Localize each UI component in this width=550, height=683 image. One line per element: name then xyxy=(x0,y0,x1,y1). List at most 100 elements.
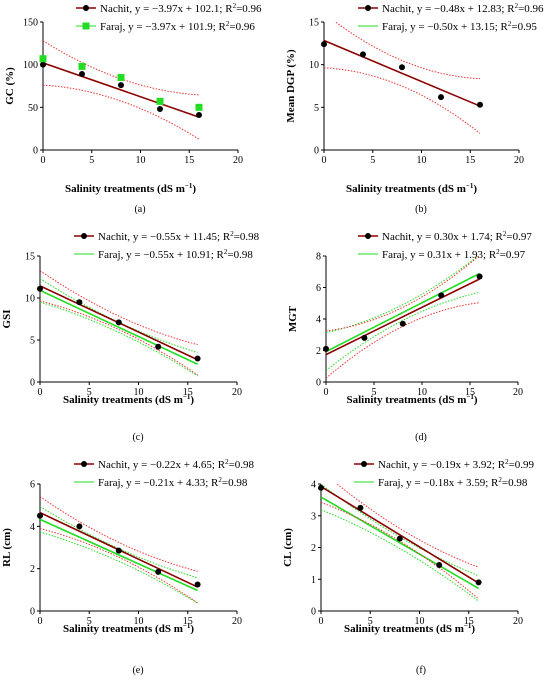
confidence-band-lower xyxy=(321,509,479,602)
panel-label: (b) xyxy=(415,204,427,215)
legend-label: Nachit, y = −0.55x + 11.45; R2=0.98 xyxy=(98,230,260,243)
x-tick-label: 10 xyxy=(136,155,146,166)
data-point xyxy=(76,523,83,530)
data-point xyxy=(115,319,122,326)
x-tick-label: 20 xyxy=(232,616,242,627)
data-point xyxy=(194,355,201,362)
x-tick-label: 15 xyxy=(183,616,193,627)
x-axis-title: Salinity treatments (dS m−1) xyxy=(346,393,477,406)
y-tick-label: 4 xyxy=(30,522,35,533)
legend-marker xyxy=(365,5,371,11)
y-tick-label: 5 xyxy=(30,336,35,347)
data-point xyxy=(323,345,329,352)
y-tick-label: 15 xyxy=(25,252,35,263)
regression-line xyxy=(326,278,480,356)
data-point xyxy=(475,579,482,586)
confidence-band-lower xyxy=(43,84,200,140)
data-point xyxy=(79,71,85,78)
data-point xyxy=(76,299,83,306)
regression-line xyxy=(324,39,481,107)
regression-line xyxy=(321,496,480,590)
x-tick-label: 0 xyxy=(322,155,327,166)
y-tick-label: 2 xyxy=(316,346,321,357)
x-tick-label: 0 xyxy=(41,155,46,166)
data-point xyxy=(399,64,405,71)
confidence-band-upper xyxy=(40,506,198,579)
x-tick-label: 10 xyxy=(415,616,425,627)
x-tick-label: 15 xyxy=(465,387,475,398)
regression-line xyxy=(321,485,480,584)
data-point xyxy=(321,41,327,48)
panel-label: (c) xyxy=(132,432,143,443)
confidence-band-lower xyxy=(40,301,198,377)
x-tick-label: 10 xyxy=(134,387,144,398)
y-tick-label: 4 xyxy=(316,315,321,326)
x-axis-title: Salinity treatments (dS m−1) xyxy=(63,393,194,406)
x-tick-label: 15 xyxy=(464,616,474,627)
y-axis-title: GSI xyxy=(1,310,13,329)
regression-line xyxy=(326,272,480,353)
x-tick-label: 0 xyxy=(324,387,329,398)
plot-area xyxy=(43,40,200,140)
x-tick-label: 10 xyxy=(134,616,144,627)
x-tick-label: 10 xyxy=(417,155,427,166)
y-tick-label: 4 xyxy=(311,480,316,491)
x-axis-title: Salinity treatments (dS m−1) xyxy=(65,182,196,195)
x-tick-label: 20 xyxy=(232,387,242,398)
data-point xyxy=(438,94,444,101)
legend-label: Faraj, y = −0.21x + 4.33; R2=0.98 xyxy=(98,476,248,489)
y-tick-label: 0 xyxy=(314,146,319,157)
legend-marker xyxy=(81,461,87,467)
data-point xyxy=(399,320,406,327)
confidence-band-lower xyxy=(40,300,198,376)
legend: Nachit, y = 0.30x + 1.74; R2=0.97 Faraj, … xyxy=(358,230,532,261)
x-tick-label: 15 xyxy=(183,387,193,398)
legend: Nachit, y = −0.19x + 3.92; R2=0.99 Faraj,… xyxy=(354,458,535,489)
y-tick-label: 0 xyxy=(311,607,316,618)
panel-label: (f) xyxy=(416,665,426,676)
y-tick-label: 0 xyxy=(316,378,321,389)
legend-label: Nachit, y = 0.30x + 1.74; R2=0.97 xyxy=(382,230,532,243)
y-tick-label: 150 xyxy=(23,18,38,29)
plot-area xyxy=(324,22,481,134)
regression-line xyxy=(43,62,200,118)
data-point xyxy=(361,334,368,341)
panel-label: (d) xyxy=(415,432,427,443)
y-tick-label: 6 xyxy=(30,480,35,491)
data-point xyxy=(118,82,124,89)
legend: Nachit, y = −0.55x + 11.45; R2=0.98 Faraj… xyxy=(74,230,260,261)
legend-marker xyxy=(81,233,87,239)
y-axis-title: Mean DGP (%) xyxy=(285,49,297,123)
x-tick-label: 0 xyxy=(38,616,43,627)
legend-label: Nachit, y = −0.19x + 3.92; R2=0.99 xyxy=(378,458,535,471)
legend-label: Nachit, y = −0.48x + 12.83; R2=0.96 xyxy=(382,2,544,15)
y-tick-label: 5 xyxy=(314,103,319,114)
legend: Nachit, y = −3.97x + 102.1; R2=0.96 Faraj… xyxy=(76,2,262,33)
confidence-band-lower xyxy=(40,531,198,604)
data-point xyxy=(157,106,163,113)
legend: Nachit, y = −0.48x + 12.83; R2=0.96 Faraj… xyxy=(358,2,544,33)
data-point xyxy=(39,55,47,63)
data-point xyxy=(37,512,43,519)
legend-label: Nachit, y = −0.22x + 4.65; R2=0.98 xyxy=(98,458,255,471)
data-point xyxy=(396,535,403,542)
x-tick-label: 20 xyxy=(513,387,523,398)
x-tick-label: 10 xyxy=(417,387,427,398)
data-point xyxy=(155,568,162,575)
confidence-band-upper xyxy=(40,270,198,346)
confidence-band-upper xyxy=(326,256,479,334)
y-axis-title: CL (cm) xyxy=(282,528,294,567)
y-tick-label: 100 xyxy=(23,60,38,71)
x-tick-label: 5 xyxy=(89,155,94,166)
y-tick-label: 15 xyxy=(309,18,319,29)
y-tick-label: 10 xyxy=(309,60,319,71)
chart-panel-1: 0 5 10 15 20 0 50 100 150 Salinity treatments (dS… xyxy=(4,2,262,215)
data-point xyxy=(357,504,364,511)
legend-label: Nachit, y = −3.97x + 102.1; R2=0.96 xyxy=(100,2,262,15)
x-tick-label: 15 xyxy=(184,155,194,166)
y-tick-label: 3 xyxy=(311,511,316,522)
legend-label: Faraj, y = −0.50x + 13.15; R2=0.95 xyxy=(382,20,537,33)
y-axis-title: RL (cm) xyxy=(1,528,13,567)
